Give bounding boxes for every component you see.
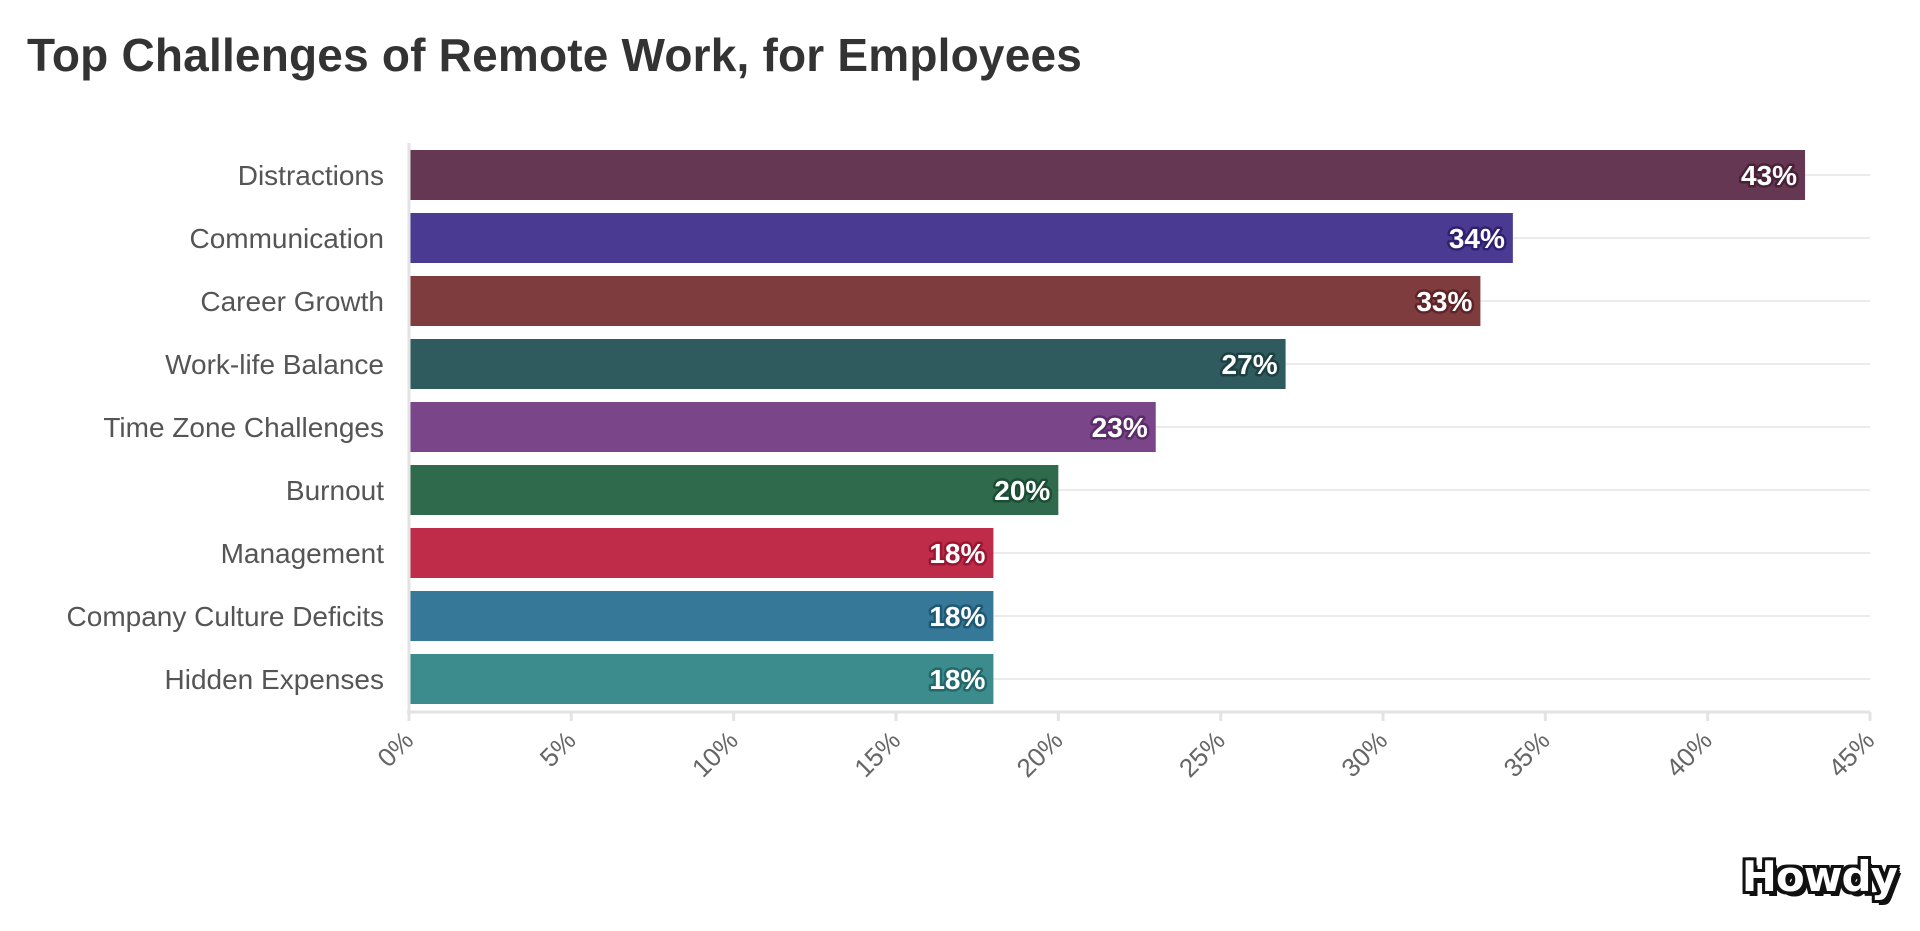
bar-distractions [409, 150, 1806, 200]
x-tick-label: 10% [686, 725, 744, 783]
bars [409, 150, 1806, 704]
bar-communication [409, 213, 1513, 263]
value-labels: 43% 34% 33% 27% 23% 20% 18% 18% 18% [927, 158, 1800, 698]
data-label: 23% [1092, 412, 1148, 443]
data-label: 20% [994, 475, 1050, 506]
x-tick-label: 30% [1335, 725, 1393, 783]
bar-hidden-expenses [409, 654, 994, 704]
bar-time-zone-challenges [409, 402, 1156, 452]
category-labels: Distractions Communication Career Growth Wo… [67, 160, 385, 695]
x-tick-label: 25% [1173, 725, 1231, 783]
category-label: Career Growth [200, 286, 384, 317]
x-tick-label: 45% [1822, 725, 1880, 783]
data-label: 27% [1222, 349, 1278, 380]
x-tick-label: 20% [1011, 725, 1069, 783]
data-label: 33% [1416, 286, 1472, 317]
x-tick-label: 35% [1498, 725, 1556, 783]
x-tick-label: 5% [534, 725, 582, 773]
x-tick-label: 40% [1660, 725, 1718, 783]
category-label: Company Culture Deficits [67, 601, 384, 632]
bar-career-growth [409, 276, 1481, 326]
howdy-logo: Howdy [1741, 852, 1898, 901]
category-label: Burnout [286, 475, 384, 506]
category-label: Work-life Balance [165, 349, 384, 380]
data-label: 18% [929, 538, 985, 569]
category-label: Time Zone Challenges [103, 412, 384, 443]
category-label: Communication [189, 223, 384, 254]
category-label: Hidden Expenses [165, 664, 384, 695]
data-label: 34% [1449, 223, 1505, 254]
category-label: Management [221, 538, 385, 569]
data-label: 43% [1741, 160, 1797, 191]
x-tick-label: 15% [848, 725, 906, 783]
data-label: 18% [929, 601, 985, 632]
bar-management [409, 528, 994, 578]
bar-burnout [409, 465, 1059, 515]
x-tick-label: 0% [371, 725, 419, 773]
bar-work-life-balance [409, 339, 1286, 389]
x-axis: 0% 5% 10% 15% 20% 25% 30% 35% 40% 45% [371, 143, 1880, 783]
bar-company-culture-deficits [409, 591, 994, 641]
category-label: Distractions [238, 160, 384, 191]
chart-title: Top Challenges of Remote Work, for Emplo… [27, 29, 1083, 81]
data-label: 18% [929, 664, 985, 695]
